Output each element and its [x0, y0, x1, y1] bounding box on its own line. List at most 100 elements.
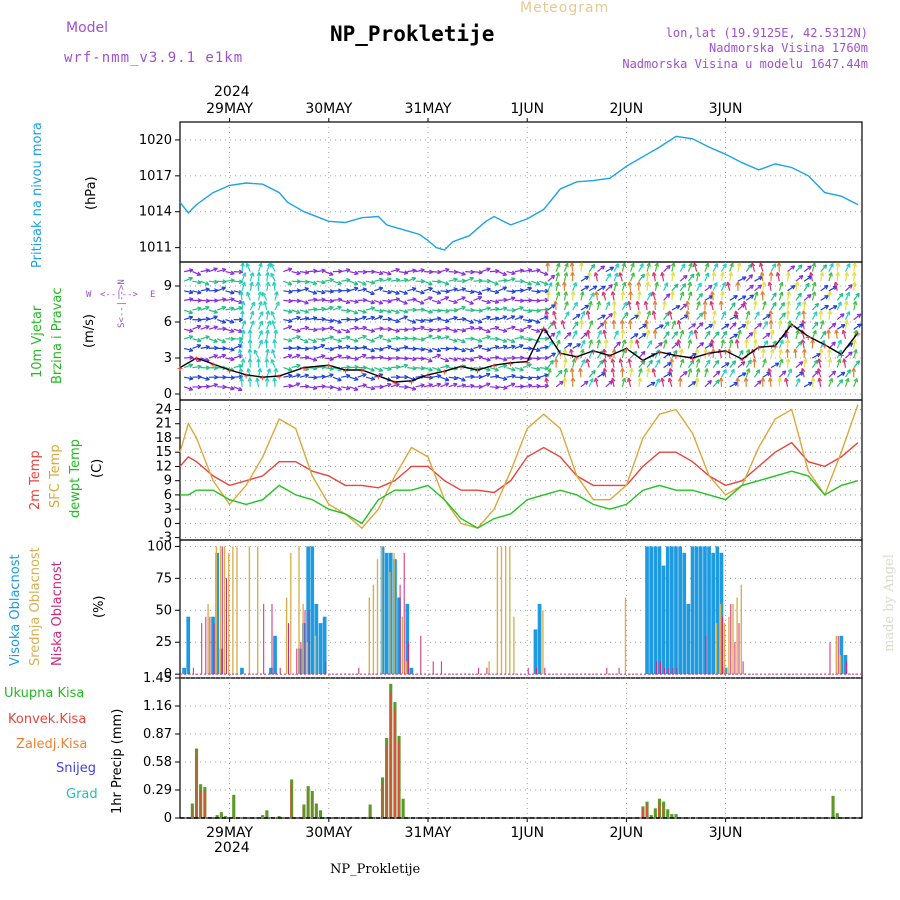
wind-arrow-head — [749, 284, 754, 287]
wind-arrow — [696, 293, 703, 301]
wind-arrow — [183, 277, 193, 282]
cloud-bar — [843, 655, 848, 675]
wind-arrow-head — [775, 272, 778, 277]
cloud-bar — [186, 616, 191, 675]
wind-arrow-head — [321, 297, 326, 301]
wind-arrow-head — [258, 339, 263, 344]
wind-arrow — [547, 274, 556, 282]
precip-label-hail: Grad — [66, 787, 98, 802]
wind-arrow-head — [802, 300, 806, 305]
wind-arrow — [274, 291, 278, 301]
wind-arrow-head — [765, 332, 771, 335]
wind-arrow — [611, 358, 615, 368]
wind-arrow-head — [371, 290, 375, 295]
wind-arrow — [299, 317, 309, 321]
wind-arrow-head — [412, 365, 417, 370]
wind-speed-marker: + — [210, 360, 216, 371]
wind-arrow — [423, 319, 433, 322]
wind-arrow — [745, 368, 750, 378]
wind-arrow — [415, 269, 425, 273]
wind-arrow — [596, 360, 604, 368]
wind-arrow — [539, 367, 549, 370]
wind-arrow-head — [734, 339, 738, 344]
cloud-bar — [240, 667, 244, 675]
wind-arrow — [473, 309, 483, 312]
wind-arrow-head — [275, 301, 280, 305]
wind-arrow — [225, 271, 235, 275]
wind-arrow-head — [793, 348, 796, 353]
wind-arrow — [357, 271, 367, 273]
wind-arrow-head — [599, 322, 604, 325]
wind-arrow — [605, 339, 608, 349]
wind-arrow-head — [544, 373, 549, 376]
wind-arrow-head — [354, 386, 359, 391]
wind-arrow-head — [673, 349, 678, 353]
wind-arrow — [208, 280, 218, 283]
wind-arrow — [604, 320, 607, 330]
wind-arrow-head — [802, 348, 805, 353]
wind-arrow — [240, 377, 243, 387]
wind-arrow — [531, 328, 541, 333]
wind-arrow-head — [687, 368, 692, 372]
cloud-bar — [505, 546, 507, 675]
wind-arrow-head — [718, 377, 722, 382]
wind-arrow-head — [387, 271, 392, 275]
cloud-bar — [219, 648, 224, 675]
wind-arrow — [398, 299, 408, 305]
precip-bar — [645, 804, 647, 818]
wind-arrow-head — [230, 270, 235, 275]
wind-arrow — [431, 290, 441, 295]
cloud-bar — [715, 546, 720, 675]
wind-arrow — [844, 272, 848, 282]
wind-arrow-head — [556, 339, 560, 344]
wind-arrow — [464, 277, 474, 282]
wind-arrow-head — [569, 349, 572, 354]
wind-arrow — [307, 338, 317, 343]
wind-arrow-head — [288, 383, 293, 387]
precip-bar — [393, 702, 397, 818]
wind-arrow-head — [445, 357, 450, 362]
wind-arrow — [249, 301, 256, 311]
wind-arrow — [308, 298, 318, 301]
wind-arrow — [506, 374, 516, 378]
wind-arrow — [357, 384, 367, 388]
wind-arrow-head — [561, 281, 565, 286]
cloud-bar — [723, 667, 728, 675]
wind-arrow — [710, 301, 714, 311]
wind-arrow-head — [715, 331, 720, 335]
wind-arrow — [638, 350, 646, 359]
wind-arrow-head — [720, 291, 724, 296]
wind-arrow-head — [586, 329, 589, 334]
wind-arrow-head — [812, 330, 817, 334]
wind-arrow — [828, 370, 836, 378]
wind-arrow-head — [755, 369, 760, 373]
wind-arrow-head — [403, 345, 409, 348]
wind-arrow — [679, 314, 689, 321]
wind-arrow — [636, 301, 640, 311]
wind-arrow-head — [614, 272, 618, 276]
wind-arrow — [208, 383, 218, 388]
wind-arrow-head — [559, 380, 564, 383]
wind-arrow-head — [240, 262, 244, 267]
wind-arrow — [506, 277, 516, 282]
wind-arrow — [720, 282, 726, 292]
wind-arrow-head — [694, 348, 698, 353]
cloud-bar — [645, 546, 649, 675]
wind-arrow-head — [611, 348, 615, 353]
temp-series-line — [179, 404, 859, 530]
wind-arrow — [382, 367, 392, 370]
wind-arrow-head — [337, 345, 342, 348]
wind-arrow-head — [478, 290, 483, 295]
wind-arrow — [506, 315, 516, 321]
wind-arrow-head — [379, 270, 384, 275]
cloud-bar — [397, 597, 401, 675]
wind-arrow-head — [614, 263, 619, 267]
wind-arrow — [365, 328, 375, 333]
wind-arrow — [233, 299, 243, 304]
wind-arrow-head — [772, 292, 777, 296]
wind-arrow-head — [296, 315, 301, 318]
precip-bar — [657, 798, 661, 818]
wind-arrow — [456, 328, 466, 332]
cloud-bar — [279, 667, 281, 675]
cloud-bar — [672, 667, 674, 675]
